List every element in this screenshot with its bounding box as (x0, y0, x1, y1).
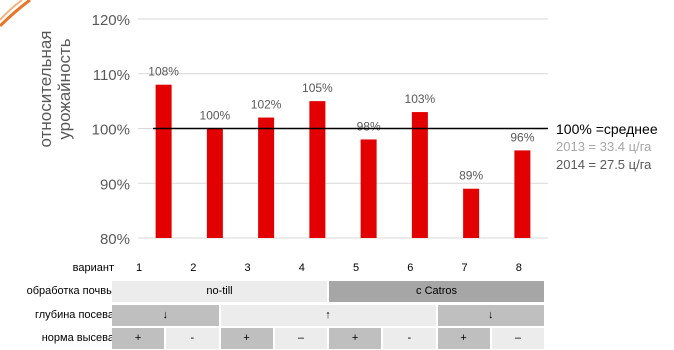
rate-cell: – (491, 328, 546, 349)
y-tick-label: 120% (92, 12, 130, 29)
legend: 100% =среднее 2013 = 33.4 ц/га 2014 = 27… (556, 120, 658, 174)
variant-number: 5 (352, 262, 360, 274)
variant-number: 3 (244, 262, 251, 274)
y-tick-label: 110% (93, 67, 130, 84)
bar (258, 117, 275, 238)
variant-number: 1 (135, 262, 143, 274)
depth-cell: ↓ (112, 305, 221, 326)
variant-number: 2 (190, 262, 197, 274)
legend-2013: 2013 = 33.4 ц/га (556, 139, 652, 154)
variant-row: вариант 1 2 3 4 5 6 7 8 (0, 258, 674, 279)
variant-number: 6 (407, 262, 414, 274)
data-label: 108% (148, 65, 179, 79)
variant-number: 4 (298, 262, 305, 274)
legend-reference: 100% =среднее (556, 121, 658, 137)
tillage-row: обработка почвы no-till с Catros (0, 281, 674, 302)
data-label: 105% (302, 81, 333, 95)
legend-2014: 2014 = 27.5 ц/га (556, 157, 652, 172)
data-label: 102% (251, 98, 282, 112)
data-label: 89% (459, 169, 483, 183)
bar (514, 150, 531, 238)
rate-cell: - (383, 328, 438, 349)
variant-number: 8 (515, 262, 522, 274)
variant-number: 7 (461, 262, 468, 274)
bar (411, 112, 428, 238)
rate-row-label: норма высева (41, 332, 114, 344)
depth-row: глубина посева ↓ ↑ ↓ (0, 305, 674, 326)
bar (463, 188, 480, 238)
bar (360, 139, 377, 238)
tillage-row-label: обработка почвы (26, 285, 114, 297)
data-label: 100% (200, 109, 231, 123)
bar (309, 101, 326, 238)
corner-decoration (0, 0, 31, 28)
depth-cell: ↓ (437, 305, 546, 326)
data-label: 98% (357, 119, 381, 133)
tillage-cell: no-till (112, 281, 329, 302)
y-axis-label: относительная урожайность (36, 30, 74, 148)
bar (155, 84, 172, 238)
variant-row-label: вариант (72, 262, 114, 274)
y-tick-label: 90% (100, 176, 130, 193)
bar (206, 128, 223, 238)
data-label: 103% (405, 92, 436, 106)
data-label: 96% (510, 130, 534, 144)
rate-row: норма высева + - + – + - + – (0, 328, 674, 349)
depth-cell: ↑ (220, 305, 438, 326)
rate-cell: + (329, 328, 384, 349)
rate-cell: + (437, 328, 492, 349)
rate-cell: + (112, 328, 167, 349)
tillage-cell: с Catros (329, 281, 546, 302)
rate-cell: + (220, 328, 275, 349)
bar-chart: 80% 90% 100% 110% 120% 108% 100% 102% 105% 98% 103… (92, 12, 548, 248)
depth-row-label: глубина посева (34, 309, 114, 321)
rate-cell: – (274, 328, 329, 349)
y-tick-label: 80% (100, 231, 130, 248)
rate-cell: - (166, 328, 221, 349)
y-tick-label: 100% (92, 122, 130, 139)
